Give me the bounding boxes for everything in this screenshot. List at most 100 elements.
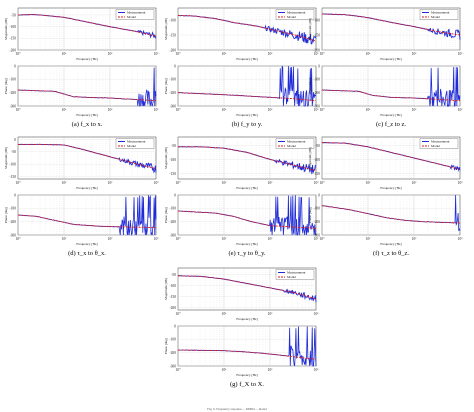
mag-x-tick-label: 10² xyxy=(268,312,273,316)
mag-x-tick-label: 10⁰ xyxy=(319,181,325,185)
mag-tick-label: -100 xyxy=(169,158,176,162)
phase-tick-label: -300 xyxy=(169,233,176,237)
phase-x-tick-label: 10¹ xyxy=(222,368,227,372)
phase-x-tick-label: 10² xyxy=(108,108,113,112)
mag-x-tick-label: 10⁰ xyxy=(175,312,181,316)
phase-tick-label: -200 xyxy=(169,351,176,355)
mag-tick-label: -150 xyxy=(169,33,176,37)
legend-model-label: Model xyxy=(287,275,296,279)
mag-tick-label: -100 xyxy=(313,158,320,162)
subplot-caption-f: (f) τ_z to θ_z. xyxy=(373,250,409,257)
figure-caption: Fig. 6. Frequency response ... MIMO ... … xyxy=(207,407,267,411)
mag-axis-label: Magnitude [dB] xyxy=(308,147,312,169)
mag-x-tick-label: 10² xyxy=(268,181,273,185)
subplot-g: -50 -100 -150 -200 10⁰ 10¹ 10² 10³ Magnitude [dB… xyxy=(164,267,319,388)
legend-box xyxy=(115,138,155,149)
phase-x-tick-label: 10³ xyxy=(458,108,464,112)
phase-tick-label: 0 xyxy=(318,64,320,68)
phase-tick-label: -300 xyxy=(313,104,320,108)
legend-box xyxy=(419,9,459,20)
phase-model-line-b xyxy=(177,92,317,102)
legend-box xyxy=(275,138,315,149)
phase-x-tick-label: 10³ xyxy=(458,237,464,241)
phase-axis-label: Phase [deg] xyxy=(308,207,312,223)
phase-tick-label: -200 xyxy=(9,91,16,95)
legend-model-label: Model xyxy=(431,15,440,19)
phase-x-tick-label: 10² xyxy=(268,368,273,372)
subplot-caption-b: (b) f_y to y. xyxy=(232,121,263,128)
mag-x-tick-label: 10¹ xyxy=(62,181,67,185)
phase-x-axis-label: Frequency [Hz] xyxy=(236,373,257,377)
phase-x-tick-label: 10² xyxy=(412,108,417,112)
phase-model-line-g xyxy=(177,349,317,360)
phase-x-tick-label: 10⁰ xyxy=(175,368,181,372)
mag-x-axis-label: Frequency [Hz] xyxy=(236,57,257,61)
mag-x-tick-label: 10¹ xyxy=(222,312,227,316)
legend-model-label: Model xyxy=(287,15,296,19)
phase-x-axis-label: Frequency [Hz] xyxy=(76,113,97,117)
phase-tick-label: -100 xyxy=(169,207,176,211)
mag-tick-label: -150 xyxy=(313,33,320,37)
legend-box xyxy=(115,9,155,20)
mag-x-tick-label: 10⁰ xyxy=(175,181,181,185)
mag-x-tick-label: 10³ xyxy=(314,181,320,185)
mag-x-tick-label: 10³ xyxy=(154,181,160,185)
mag-x-tick-label: 10² xyxy=(108,181,113,185)
phase-tick-label: -100 xyxy=(313,207,320,211)
phase-tick-label: -300 xyxy=(9,104,16,108)
legend-measurement-label: Measurement xyxy=(431,140,450,144)
phase-x-tick-label: 10¹ xyxy=(222,237,227,241)
subplot-caption-c: (c) f_z to z. xyxy=(376,121,406,128)
mag-axis-label: Magnitude [dB] xyxy=(164,18,168,40)
phase-x-tick-label: 10³ xyxy=(154,237,160,241)
phase-x-tick-label: 10¹ xyxy=(62,237,67,241)
phase-tick-label: -100 xyxy=(9,207,16,211)
legend-model-label: Model xyxy=(431,144,440,148)
phase-axis-label: Phase [deg] xyxy=(164,338,168,354)
mag-x-axis-label: Frequency [Hz] xyxy=(76,57,97,61)
phase-x-tick-label: 10² xyxy=(268,237,273,241)
phase-x-tick-label: 10⁰ xyxy=(319,237,325,241)
phase-axes-g-frame xyxy=(177,325,317,367)
mag-tick-label: 0 xyxy=(14,138,16,142)
mag-x-tick-label: 10⁰ xyxy=(175,52,181,56)
phase-tick-label: -100 xyxy=(9,78,16,82)
phase-x-tick-label: 10⁰ xyxy=(175,108,181,112)
mag-x-tick-label: 10³ xyxy=(314,52,320,56)
phase-axis-label: Phase [deg] xyxy=(308,78,312,94)
mag-tick-label: -50 xyxy=(11,13,16,17)
legend-model-label: Model xyxy=(127,15,136,19)
mag-x-tick-label: 10¹ xyxy=(366,181,371,185)
phase-x-tick-label: 10¹ xyxy=(366,108,371,112)
phase-model-line-e xyxy=(177,210,317,229)
mag-x-axis-label: Frequency [Hz] xyxy=(76,186,97,190)
mag-x-tick-label: 10³ xyxy=(154,52,160,56)
magnitude-model-line-c xyxy=(321,13,461,36)
legend-box xyxy=(275,9,315,20)
phase-axes-a-frame xyxy=(17,65,157,107)
phase-axis-label: Phase [deg] xyxy=(4,207,8,223)
legend-model-label: Model xyxy=(287,144,296,148)
phase-axes-f-frame xyxy=(321,194,461,236)
phase-x-tick-label: 10⁰ xyxy=(175,237,181,241)
phase-x-axis-label: Frequency [Hz] xyxy=(236,113,257,117)
phase-model-line-f xyxy=(321,205,461,224)
phase-x-tick-label: 10² xyxy=(268,108,273,112)
mag-x-axis-label: Frequency [Hz] xyxy=(236,317,257,321)
phase-tick-label: -100 xyxy=(313,78,320,82)
magnitude-model-line-g xyxy=(177,275,317,300)
mag-tick-label: -200 xyxy=(313,48,320,52)
legend-measurement-label: Measurement xyxy=(287,140,306,144)
phase-x-tick-label: 10¹ xyxy=(366,237,371,241)
mag-x-axis-label: Frequency [Hz] xyxy=(380,186,401,190)
mag-x-tick-label: 10⁰ xyxy=(15,52,21,56)
phase-axes-c-frame xyxy=(321,65,461,107)
legend-measurement-label: Measurement xyxy=(287,11,306,15)
mag-tick-label: -150 xyxy=(313,172,320,176)
subplot-d: 0 -50 -100 -150 10⁰ 10¹ 10² 10³ Magnitude [dB] Me… xyxy=(4,136,160,257)
mag-x-axis-label: Frequency [Hz] xyxy=(380,57,401,61)
mag-x-tick-label: 10¹ xyxy=(62,52,67,56)
magnitude-model-line-a xyxy=(17,14,157,37)
